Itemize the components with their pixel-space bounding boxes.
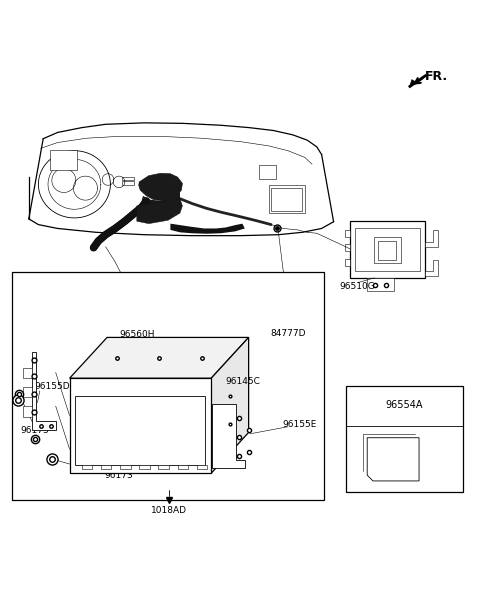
Polygon shape [142, 190, 180, 207]
Bar [259, 165, 276, 179]
Text: 96510G: 96510G [340, 282, 375, 291]
Bar [378, 241, 396, 259]
Bar [82, 465, 92, 470]
Bar [345, 244, 350, 252]
Text: 1018AD: 1018AD [151, 506, 187, 515]
Bar [23, 387, 32, 397]
Text: 96173: 96173 [20, 425, 49, 434]
Text: FR.: FR. [425, 70, 448, 83]
Polygon shape [139, 173, 182, 201]
Bar [23, 406, 32, 417]
Polygon shape [425, 230, 438, 247]
Bar [101, 465, 111, 470]
Text: 96173: 96173 [105, 471, 133, 480]
Bar [120, 465, 131, 470]
Polygon shape [70, 337, 249, 378]
Polygon shape [212, 404, 245, 468]
Polygon shape [409, 80, 417, 87]
Polygon shape [170, 223, 245, 234]
Text: 84777D: 84777D [270, 329, 306, 338]
Bar [271, 188, 302, 211]
Polygon shape [137, 199, 182, 223]
Bar [158, 465, 169, 470]
Text: 96554A: 96554A [385, 401, 423, 410]
Text: 96560H: 96560H [119, 329, 155, 338]
Bar [346, 386, 463, 492]
Bar [345, 259, 350, 266]
Bar [345, 230, 350, 237]
Polygon shape [367, 438, 419, 481]
Bar [12, 272, 324, 500]
Polygon shape [425, 259, 438, 276]
Bar [374, 237, 401, 264]
Bar [23, 368, 32, 378]
Text: 96155E: 96155E [283, 420, 317, 429]
Bar [178, 465, 188, 470]
Bar [367, 278, 394, 291]
Bar [197, 465, 207, 470]
Bar [269, 185, 305, 213]
Bar [122, 177, 134, 180]
Bar [50, 150, 77, 170]
Bar [122, 181, 134, 185]
Text: 96145C: 96145C [225, 377, 260, 386]
Polygon shape [211, 337, 249, 473]
Polygon shape [70, 378, 211, 473]
Bar [139, 465, 150, 470]
Bar [355, 228, 420, 271]
Polygon shape [32, 352, 56, 430]
Bar [75, 396, 205, 465]
Bar [350, 221, 425, 278]
Text: 96155D: 96155D [34, 382, 70, 391]
